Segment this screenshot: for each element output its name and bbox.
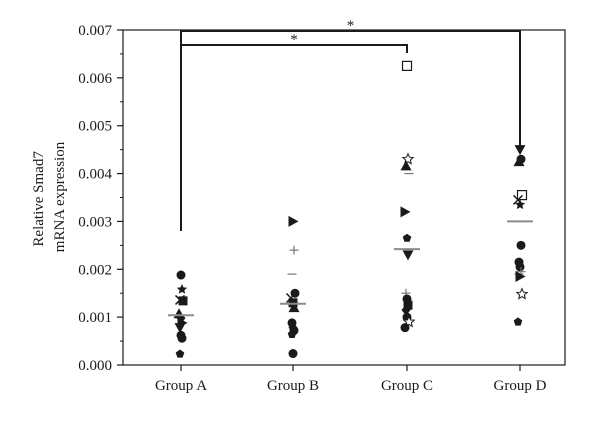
x-category-label: Group A (155, 378, 207, 394)
significance-label: * (290, 32, 298, 48)
x-category-label: Group D (494, 378, 547, 394)
diamond-marker (401, 304, 411, 316)
pentagon-marker (513, 317, 523, 326)
triangle-right-marker (515, 270, 526, 282)
star-open-marker (401, 152, 415, 165)
circle-marker (176, 270, 186, 280)
significance-bracket (180, 30, 521, 231)
significance-bracket (180, 44, 408, 231)
y-tick-label: 0.001 (78, 310, 112, 326)
y-tick-label: 0.000 (78, 358, 112, 374)
pentagon-marker (287, 329, 297, 338)
cross-marker-stroke (512, 194, 524, 205)
star-marker (514, 199, 526, 210)
x-category-label: Group B (267, 378, 319, 394)
star-open-marker (515, 287, 529, 300)
circle-marker (288, 349, 298, 359)
star-marker (176, 283, 188, 294)
triangle-down-marker (514, 145, 526, 156)
triangle-right-marker (288, 215, 299, 227)
triangle-up-marker (400, 160, 412, 171)
mean-lines (168, 220, 533, 317)
triangle-up-marker (288, 302, 300, 313)
y-tick-label: 0.003 (78, 214, 112, 230)
y-axis-title: Relative Smad7 mRNA expression (31, 141, 68, 252)
x-category-labels: Group A Group B Group C Group D (155, 365, 547, 394)
significance-label: * (347, 18, 355, 34)
y-axis-title-line1: Relative Smad7 (31, 151, 47, 247)
x-category-label: Group C (381, 378, 433, 394)
triangle-down-marker (174, 323, 186, 334)
square-open-marker (401, 60, 413, 71)
significance-brackets: ** (180, 18, 521, 231)
square-marker (178, 296, 188, 306)
cross-marker-stroke (285, 292, 297, 304)
circle-marker (400, 323, 410, 333)
y-tick-label: 0.007 (78, 23, 112, 39)
triangle-up-marker (513, 156, 525, 167)
square-marker (403, 300, 413, 310)
triangle-right-marker (400, 206, 411, 218)
y-tick-label: 0.005 (78, 119, 112, 135)
y-axis-title-line2: mRNA expression (52, 141, 68, 252)
data-points (173, 60, 529, 359)
circle-marker (515, 262, 525, 272)
circle-marker (177, 333, 187, 343)
y-tick-label: 0.002 (78, 262, 112, 278)
plus-marker (289, 245, 299, 255)
y-tick-label: 0.004 (78, 167, 112, 183)
y-ticks: 0.000 0.001 0.002 0.003 0.004 0.005 0.006 0.007 (78, 23, 123, 374)
triangle-down-marker (402, 250, 414, 261)
pentagon-marker (402, 233, 412, 242)
pentagon-marker (175, 349, 185, 358)
circle-marker (516, 240, 526, 250)
y-tick-label: 0.006 (78, 71, 112, 87)
